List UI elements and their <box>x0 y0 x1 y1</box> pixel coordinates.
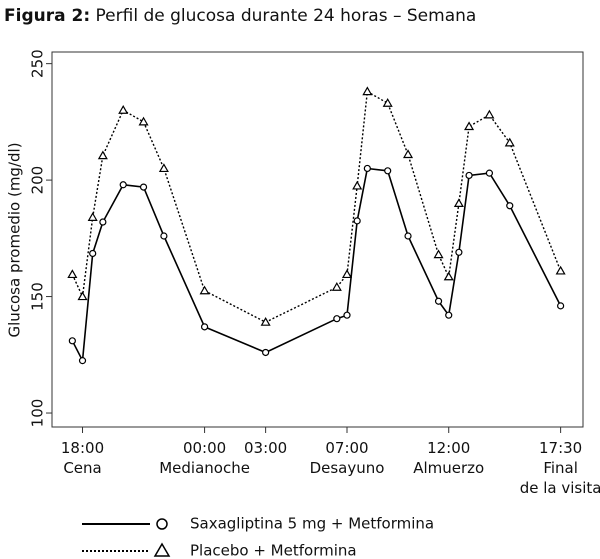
legend-label: Saxagliptina 5 mg + Metformina <box>190 515 434 533</box>
marker <box>78 357 87 365</box>
marker <box>97 150 108 160</box>
marker <box>557 302 565 310</box>
marker <box>484 109 495 119</box>
marker <box>262 348 270 357</box>
marker <box>87 212 98 221</box>
marker <box>260 316 271 326</box>
x-tick-sublabel: de la visita <box>520 479 600 497</box>
marker <box>139 183 148 191</box>
y-axis-label: Glucosa promedio (mg/dl) <box>6 142 24 337</box>
marker <box>404 232 412 240</box>
marker <box>353 217 361 225</box>
figure-label: Figura 2: <box>4 6 90 26</box>
marker <box>434 297 443 305</box>
marker <box>158 163 169 173</box>
marker <box>362 86 373 96</box>
plot-frame <box>51 51 584 428</box>
marker <box>455 248 463 256</box>
marker <box>200 323 209 331</box>
marker <box>89 249 97 258</box>
y-tick-label: 150 <box>29 282 47 311</box>
legend-marker <box>153 542 171 557</box>
x-tick-label: 18:00 <box>61 439 104 457</box>
marker <box>199 285 210 295</box>
x-tick-label: 00:00 <box>183 439 226 457</box>
x-tick-label: 17:30 <box>539 439 582 457</box>
marker <box>403 149 414 159</box>
marker <box>343 311 351 319</box>
y-tick-label: 100 <box>29 399 47 428</box>
marker <box>445 311 453 319</box>
marker <box>465 171 473 180</box>
marker <box>485 169 494 177</box>
chart-title: Figura 2: Perfil de glucosa durante 24 h… <box>4 6 476 26</box>
x-tick-sublabel: Almuerzo <box>413 459 484 477</box>
marker <box>333 315 341 323</box>
marker <box>67 269 78 279</box>
legend-label: Placebo + Metformina <box>190 542 357 559</box>
marker <box>506 202 514 210</box>
marker <box>138 116 149 126</box>
x-tick-label: 03:00 <box>244 439 287 457</box>
marker <box>331 282 342 291</box>
marker <box>453 198 464 207</box>
legend-marker <box>156 518 168 530</box>
marker <box>464 121 475 131</box>
marker <box>382 98 393 107</box>
marker <box>555 265 566 275</box>
x-tick-sublabel: Desayuno <box>310 459 385 477</box>
series-line <box>71 167 562 364</box>
marker <box>119 181 127 189</box>
marker <box>99 218 107 226</box>
x-tick-label: 12:00 <box>427 439 470 457</box>
marker <box>433 249 444 259</box>
marker <box>504 137 515 147</box>
x-tick-label: 07:00 <box>325 439 368 457</box>
x-tick-sublabel: Final <box>543 459 578 477</box>
marker <box>363 164 371 173</box>
marker <box>68 337 76 345</box>
marker <box>118 105 129 114</box>
marker <box>160 232 168 240</box>
y-tick-label: 250 <box>29 49 47 78</box>
x-tick-sublabel: Medianoche <box>159 459 250 477</box>
marker <box>341 269 353 279</box>
y-tick-label: 200 <box>29 166 47 195</box>
marker <box>352 180 363 190</box>
title-text: Perfil de glucosa durante 24 horas – Sem… <box>96 6 477 26</box>
series-line <box>71 90 562 323</box>
x-tick-sublabel: Cena <box>63 459 101 477</box>
marker <box>77 291 88 301</box>
marker <box>443 271 454 281</box>
marker <box>384 167 392 175</box>
